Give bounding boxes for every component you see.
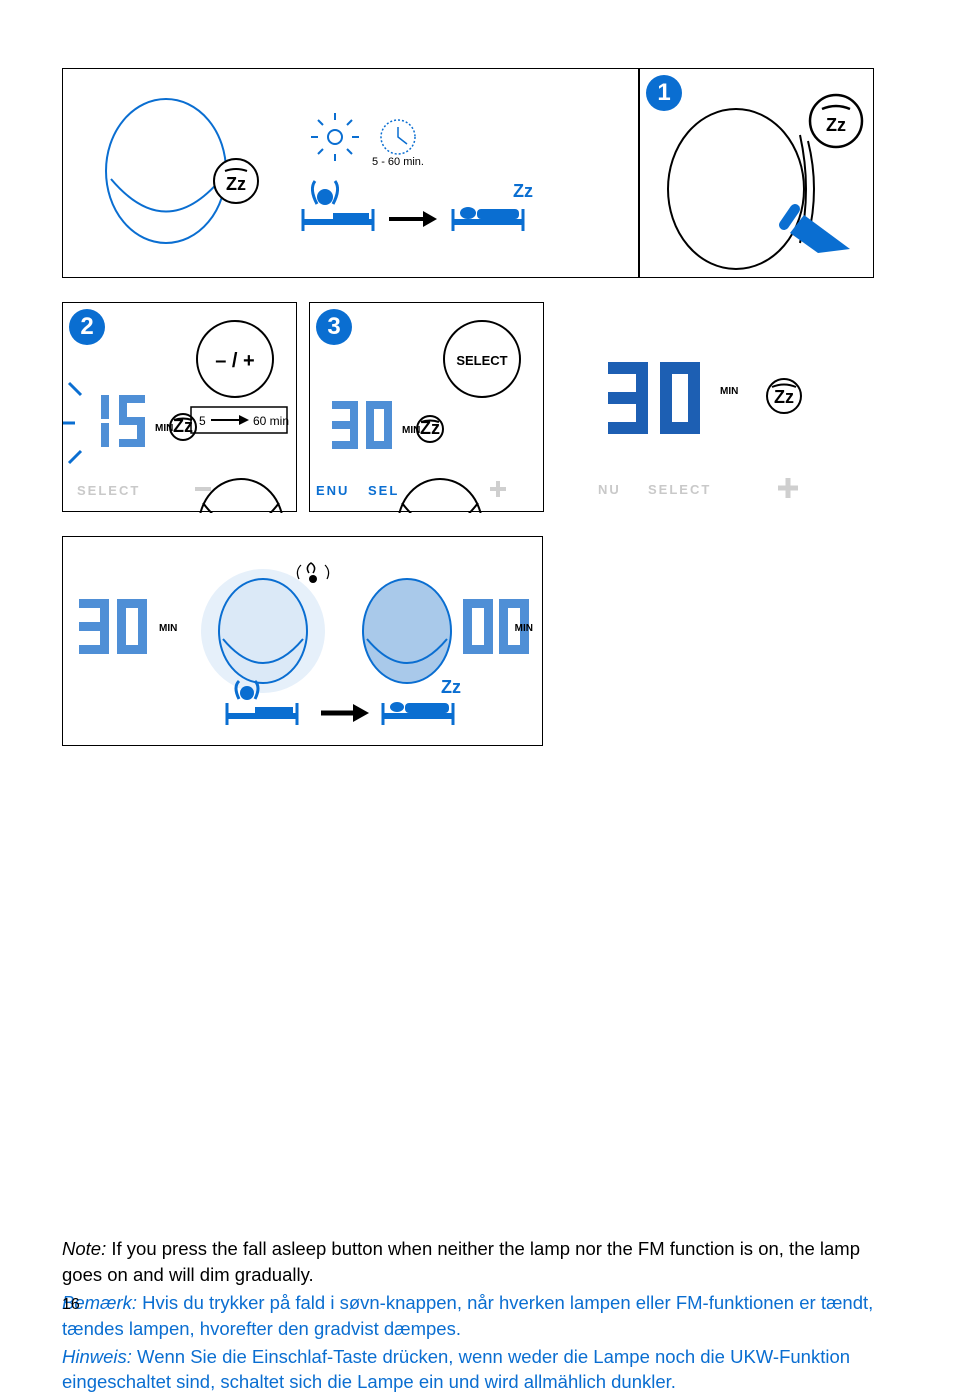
plus-icon: [778, 478, 798, 498]
panel-result: MIN: [62, 536, 543, 746]
step-badge-2: 2: [69, 309, 105, 345]
menu-select-label: SELECT: [648, 482, 711, 497]
note-en-label: Note:: [62, 1238, 106, 1259]
notes-block: Note: If you press the fall asleep butto…: [62, 1236, 892, 1395]
svg-text:Zz: Zz: [226, 174, 246, 194]
sun-icon: [311, 113, 359, 161]
svg-text:Zz: Zz: [420, 418, 440, 438]
digits-30: [332, 401, 392, 449]
note-de-text: Wenn Sie die Einschlaf-Taste drücken, we…: [62, 1346, 850, 1393]
lamp-dim-icon: [363, 579, 451, 683]
svg-text:Zz: Zz: [173, 416, 193, 436]
time-range-label: 5 - 60 min.: [372, 156, 424, 168]
note-de-label: Hinweis:: [62, 1346, 132, 1367]
moon-icon: [447, 123, 463, 155]
note-en-text: If you press the fall asleep button when…: [62, 1238, 860, 1285]
note-da-text: Hvis du trykker på fald i søvn-knappen, …: [62, 1292, 873, 1339]
clock-icon: [381, 120, 415, 154]
page-number: 16: [62, 1296, 80, 1314]
svg-text:Zz: Zz: [826, 115, 846, 135]
min-label: MIN: [159, 623, 177, 634]
adjust-button: – / +: [197, 321, 273, 397]
select-button: SELECT: [444, 321, 520, 397]
digits-30: [79, 599, 147, 654]
menu-nu-label: NU: [598, 482, 621, 497]
panel-display-30: MIN Zz NU SELECT: [592, 302, 827, 512]
menu-label: ENU: [316, 483, 349, 498]
zz-button-icon: Zz: [214, 159, 258, 203]
plus-icon: [490, 481, 506, 497]
svg-text:– / +: – / +: [215, 350, 254, 372]
flash-icon: [63, 383, 81, 463]
step-badge-1: 1: [646, 75, 682, 111]
svg-text:60 min: 60 min: [253, 414, 289, 428]
panel-step-3b: 3 SELECT MIN Zz: [309, 302, 544, 512]
digits-15: [101, 395, 145, 447]
svg-text:Zz: Zz: [774, 387, 794, 407]
zz-icon: Zz: [170, 414, 196, 440]
sound-icon: [297, 563, 328, 583]
panel-intro: Zz: [62, 68, 639, 278]
svg-text:5: 5: [199, 414, 206, 428]
min-label-2: MIN: [515, 623, 533, 634]
svg-text:SELECT: SELECT: [456, 353, 507, 368]
min-label: MIN: [720, 386, 738, 397]
svg-text:Zz: Zz: [513, 181, 533, 201]
step-badge-3: 3: [316, 309, 352, 345]
svg-text:Zz: Zz: [441, 677, 461, 697]
bed-awake-icon: [303, 181, 373, 231]
zz-button-icon: Zz: [810, 95, 862, 147]
zz-icon: Zz: [417, 416, 443, 442]
panel-step-1: 1 Zz: [639, 68, 874, 278]
menu-sel-label: SEL: [368, 483, 399, 498]
zz-icon: Zz: [767, 379, 801, 413]
panel-step-2b: 2 – / + 5 60 min: [62, 302, 297, 512]
bed-asleep-icon: Zz: [383, 677, 461, 725]
bed-asleep-icon: Zz: [453, 181, 533, 231]
menu-select-label: SELECT: [77, 483, 140, 498]
digits-30-big: [608, 362, 700, 434]
